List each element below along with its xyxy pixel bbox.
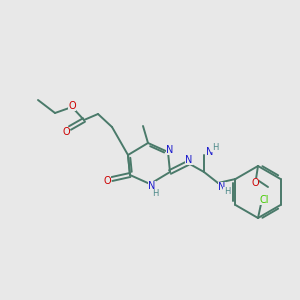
Text: O: O [68, 101, 76, 111]
Text: N: N [218, 182, 226, 192]
Text: H: H [152, 190, 158, 199]
Text: N: N [148, 181, 156, 191]
Text: N: N [206, 147, 214, 157]
Text: H: H [212, 142, 218, 152]
Text: O: O [62, 127, 70, 137]
Text: O: O [103, 176, 111, 186]
Text: N: N [166, 145, 174, 155]
Text: H: H [224, 188, 230, 196]
Text: O: O [251, 178, 259, 188]
Text: N: N [185, 155, 193, 165]
Text: Cl: Cl [259, 195, 269, 205]
